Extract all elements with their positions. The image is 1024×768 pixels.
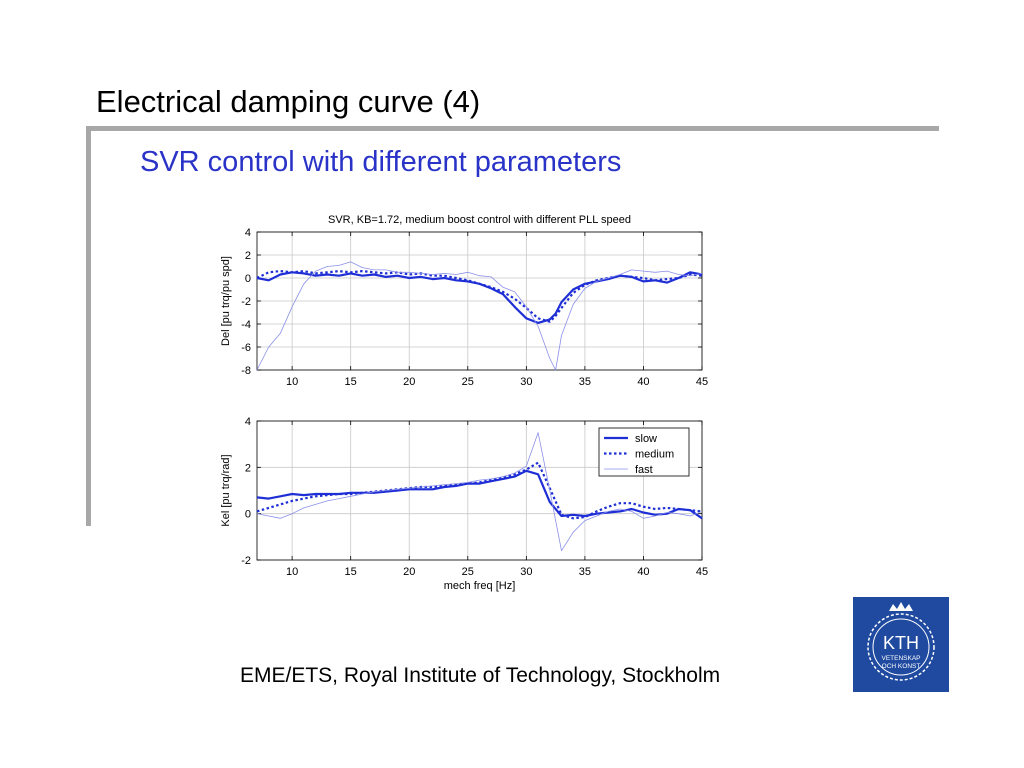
chart1-ytick-label: -2 — [241, 296, 251, 308]
chart1-xtick-label: 20 — [403, 376, 415, 388]
chart2-ytick-label: 4 — [245, 416, 251, 428]
chart1-ytick-label: 2 — [245, 250, 251, 262]
chart1-xtick-label: 35 — [579, 376, 591, 388]
chart2-xlabel: mech freq [Hz] — [444, 580, 516, 592]
chart1-title: SVR, KB=1.72, medium boost control with … — [328, 214, 631, 226]
chart2-series-fast-line — [256, 432, 703, 552]
kth-logo: KTH VETENSKAP OCH KONST — [853, 597, 949, 692]
chart2-xtick-label: 35 — [579, 566, 591, 578]
chart1-xtick-label: 40 — [637, 376, 649, 388]
svg-text:OCH KONST: OCH KONST — [882, 663, 921, 670]
chart2-xtick-label: 20 — [403, 566, 415, 578]
chart2-ytick-label: 0 — [245, 509, 251, 521]
chart1-ytick-label: 0 — [245, 273, 251, 285]
chart2-legend-label-slow: slow — [635, 433, 657, 445]
chart2-xtick-label: 40 — [637, 566, 649, 578]
chart1-ytick-label: -6 — [241, 342, 251, 354]
chart1-xtick-label: 25 — [462, 376, 474, 388]
chart2-series-slow-line — [256, 469, 703, 520]
chart1-ytick-label: -8 — [241, 365, 251, 377]
chart2-xtick-label: 15 — [345, 566, 357, 578]
chart1-ytick-label: -4 — [241, 319, 251, 331]
chart1-series-medium-line — [256, 270, 703, 323]
chart2-legend-label-fast: fast — [635, 464, 653, 476]
title-divider-vertical — [86, 126, 91, 526]
chart2-ylabel: Kel [pu trq/rad] — [220, 454, 232, 526]
chart1-series-slow-line — [256, 271, 703, 324]
svg-text:VETENSKAP: VETENSKAP — [881, 655, 920, 662]
chart2-ytick-label: 2 — [245, 462, 251, 474]
chart1-ytick-label: 4 — [245, 227, 251, 239]
chart2-series-medium-line — [256, 461, 703, 520]
chart1-xtick-label: 30 — [520, 376, 532, 388]
chart1-ylabel: Del [pu trq/pu spd] — [220, 256, 232, 346]
chart2-axes-frame — [256, 420, 703, 561]
chart1-xtick-label: 15 — [345, 376, 357, 388]
chart1-xtick-label: 45 — [696, 376, 708, 388]
kth-crest-icon: KTH VETENSKAP OCH KONST — [867, 602, 935, 681]
chart2-legend-label-medium: medium — [635, 449, 674, 461]
chart2-xtick-label: 45 — [696, 566, 708, 578]
chart2-xtick-label: 10 — [286, 566, 298, 578]
slide-title: Electrical damping curve (4) — [96, 84, 481, 119]
svg-text:KTH: KTH — [883, 633, 919, 653]
chart1-series-fast-line — [256, 261, 703, 371]
chart2-xtick-label: 30 — [520, 566, 532, 578]
footer-text: EME/ETS, Royal Institute of Technology, … — [240, 664, 721, 687]
chart2-ytick-label: -2 — [241, 555, 251, 567]
title-divider-horizontal — [86, 126, 939, 131]
chart1-xtick-label: 10 — [286, 376, 298, 388]
slide-subtitle: SVR control with different parameters — [140, 146, 622, 178]
chart2-legend-box — [598, 427, 690, 477]
chart2-xtick-label: 25 — [462, 566, 474, 578]
